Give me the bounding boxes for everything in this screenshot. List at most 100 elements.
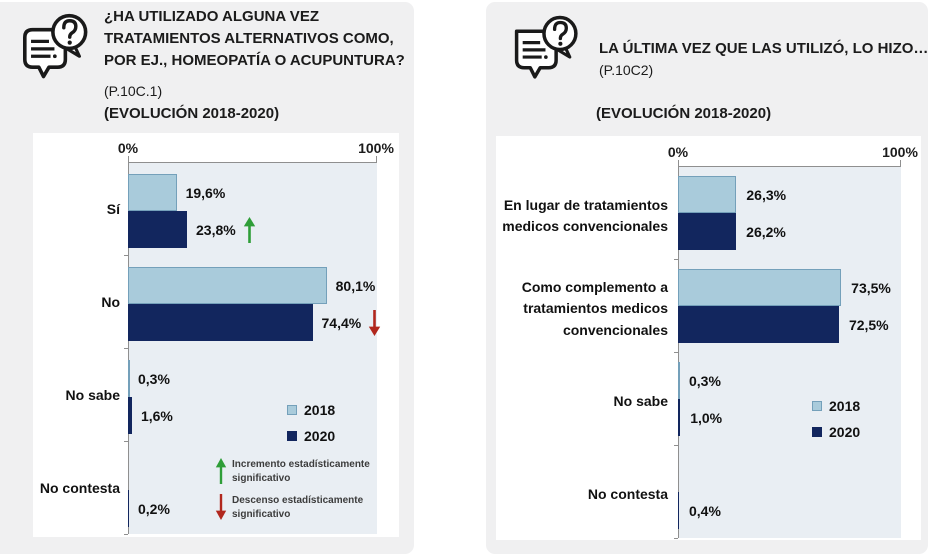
- significance-note: Descenso estadísticamente significativo: [215, 494, 374, 521]
- value-label: 72,5%: [849, 306, 889, 343]
- x-axis-label-max: 100%: [882, 144, 918, 160]
- value-label: 0,3%: [689, 362, 721, 399]
- value-label: 23,8%: [196, 211, 256, 248]
- bar-2020: [128, 397, 132, 434]
- value-text: 1,0%: [690, 409, 723, 426]
- value-text: 19,6%: [185, 184, 226, 201]
- bar-2020: [678, 306, 839, 343]
- value-text: 73,5%: [851, 279, 891, 296]
- x-axis-tick: [678, 160, 679, 166]
- bar-2020: [678, 399, 681, 436]
- x-axis-tick: [900, 160, 901, 166]
- x-axis-line: [128, 162, 377, 163]
- bar-2018: [128, 267, 327, 304]
- value-text: 0,4%: [689, 502, 721, 519]
- legend-swatch-2018: [287, 405, 297, 415]
- category-label: No contesta: [39, 480, 120, 497]
- x-axis-label-min: 0%: [667, 144, 689, 160]
- legend-swatch-2020: [812, 427, 822, 437]
- bar-2020: [128, 211, 188, 248]
- legend-swatch-2018: [812, 401, 822, 411]
- evolution-label: (EVOLUCIÓN 2018-2020): [596, 104, 772, 122]
- category-label: No: [101, 294, 120, 311]
- category-label: No sabe: [613, 393, 668, 410]
- y-axis-tick: [124, 534, 128, 535]
- value-label: 0,3%: [138, 360, 170, 397]
- legend-label: 2020: [304, 428, 336, 444]
- value-text: 80,1%: [335, 277, 376, 294]
- bar-2020: [678, 213, 737, 250]
- value-label: 73,5%: [851, 269, 891, 306]
- value-label: 1,0%: [690, 399, 722, 436]
- y-axis-tick: [674, 259, 678, 260]
- question-code: (P.10C.1): [104, 82, 163, 99]
- legend-label: 2020: [829, 424, 861, 440]
- y-axis-tick: [674, 352, 678, 353]
- increase-arrow-icon: [243, 216, 255, 243]
- category-label: No sabe: [65, 387, 120, 404]
- category-label: Como complemento a tratamientos medicos co…: [521, 278, 668, 338]
- y-axis-tick: [674, 445, 678, 446]
- value-text: 0,3%: [138, 370, 170, 387]
- left-chart-title: ¿HA UTILIZADO ALGUNA VEZ TRATAMIENTOS AL…: [104, 6, 416, 103]
- category-label: Sí: [106, 201, 120, 218]
- value-text: 1,6%: [140, 407, 173, 424]
- bar-2018: [678, 362, 680, 399]
- y-axis-line: [678, 166, 679, 538]
- legend-label: 2018: [829, 398, 861, 414]
- title-line: ¿HA UTILIZADO ALGUNA VEZ: [104, 8, 319, 25]
- x-axis-label-min: 0%: [117, 140, 139, 156]
- bar-2018: [128, 360, 130, 397]
- legend-label: 2018: [304, 402, 336, 418]
- note-text: Descenso estadísticamente significativo: [232, 495, 364, 520]
- note-text: Incremento estadísticamente significativ…: [232, 459, 370, 484]
- significance-note: Incremento estadísticamente significativ…: [215, 458, 374, 485]
- y-axis-tick: [674, 538, 678, 539]
- value-label: 74,4%: [322, 304, 382, 341]
- legend-item-2018: 2018: [287, 402, 335, 418]
- value-label: 80,1%: [336, 267, 376, 304]
- increase-arrow-icon: [215, 458, 227, 484]
- title-line: TRATAMIENTOS ALTERNATIVOS COMO,: [104, 29, 394, 47]
- bar-2020: [128, 490, 129, 527]
- decrease-arrow-icon: [215, 494, 227, 520]
- chat-question-icon: [514, 15, 578, 79]
- left-chart-panel: 0% 100% Sí 19,6% 23,8% No 80,1% 74,4% No sabe 0,3…: [33, 133, 399, 537]
- title-line: LA ÚLTIMA VEZ QUE LAS UTILIZÓ, LO HIZO…: [599, 40, 929, 57]
- title-line: POR EJ., HOMEOPATÍA O ACUPUNTURA?: [104, 51, 405, 69]
- x-axis-label-max: 100%: [358, 140, 394, 156]
- right-chart-panel: 0% 100% En lugar de tratamientos medicos co…: [496, 136, 921, 540]
- value-text: 74,4%: [321, 314, 362, 331]
- value-label: 1,6%: [141, 397, 173, 434]
- evolution-label: (EVOLUCIÓN 2018-2020): [104, 104, 280, 122]
- y-axis-line: [128, 162, 129, 534]
- category-label: No contesta: [587, 486, 668, 503]
- legend-item-2018: 2018: [812, 398, 860, 414]
- value-text: 72,5%: [848, 316, 889, 333]
- bar-2018: [678, 176, 737, 213]
- right-chart-title: LA ÚLTIMA VEZ QUE LAS UTILIZÓ, LO HIZO… …: [599, 38, 929, 82]
- legend-swatch-2020: [287, 431, 297, 441]
- decrease-arrow-icon: [369, 309, 381, 336]
- bar-2020: [128, 304, 313, 341]
- value-label: 19,6%: [186, 174, 226, 211]
- bar-2018: [678, 269, 842, 306]
- y-axis-tick: [124, 441, 128, 442]
- value-label: 0,2%: [138, 490, 170, 527]
- value-text: 0,2%: [138, 500, 170, 517]
- y-axis-tick: [124, 348, 128, 349]
- legend-item-2020: 2020: [287, 428, 335, 444]
- value-label: 0,4%: [689, 492, 721, 529]
- value-label: 26,2%: [746, 213, 786, 250]
- legend-item-2020: 2020: [812, 424, 860, 440]
- bar-2020: [678, 492, 679, 529]
- y-axis-tick: [124, 255, 128, 256]
- value-label: 26,3%: [746, 176, 786, 213]
- value-text: 0,3%: [689, 372, 721, 389]
- x-axis-tick: [376, 156, 377, 162]
- bar-2018: [128, 174, 177, 211]
- category-label: En lugar de tratamientos medicos convenci…: [502, 196, 668, 235]
- x-axis-line: [678, 166, 901, 167]
- chat-question-icon: [23, 13, 88, 79]
